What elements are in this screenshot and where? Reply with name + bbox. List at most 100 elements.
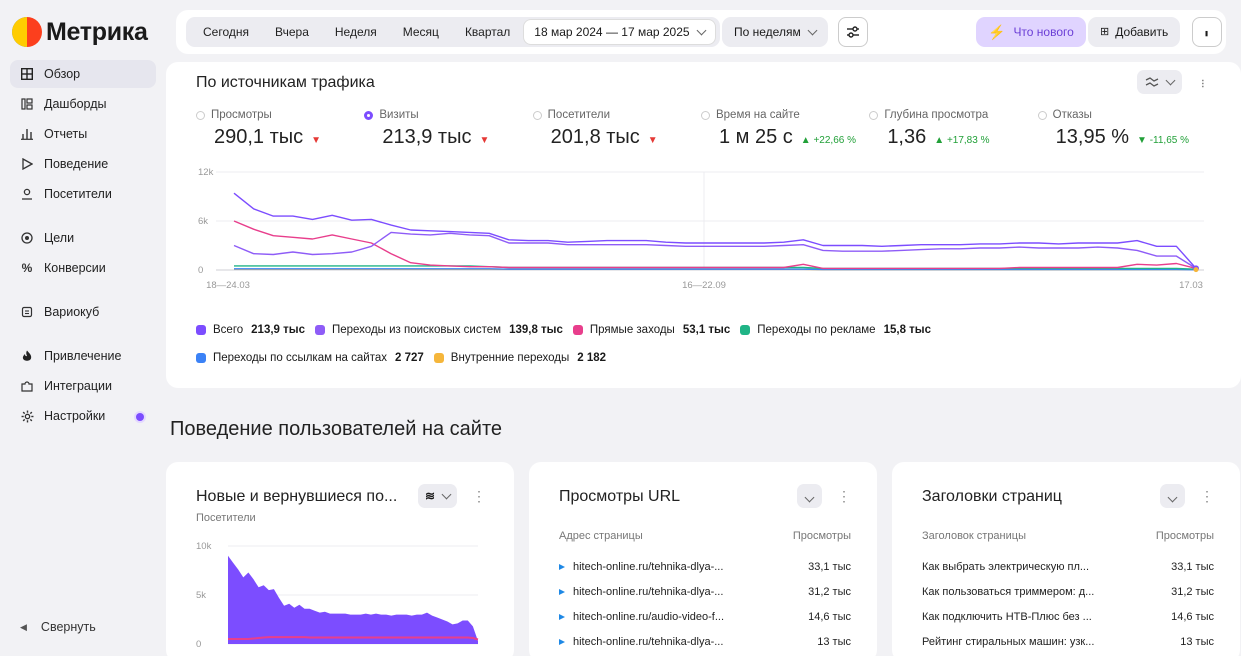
trend-down-good-delta: ▼ -11,65 %: [1137, 135, 1190, 146]
series-line[interactable]: [233, 192, 1197, 269]
sidebar-item-conversions[interactable]: % Конверсии: [10, 254, 156, 282]
chevron-down-icon: [804, 492, 815, 502]
chart-type-select[interactable]: [1137, 70, 1182, 94]
sidebar-item-dashboards[interactable]: Дашборды: [10, 90, 156, 118]
x-tick-label: 16—22.09: [682, 280, 726, 291]
series-line[interactable]: [233, 220, 1197, 270]
sidebar-item-label: Привлечение: [44, 349, 122, 363]
area-series[interactable]: [228, 555, 478, 644]
radio-button[interactable]: [196, 110, 205, 120]
table-row[interactable]: hitech-online.ru/tehnika-dlya-... 13 тыс: [559, 629, 851, 654]
metric-bounce-rate[interactable]: Отказы 13,95 % ▼ -11,65 %: [1037, 108, 1206, 149]
url-table: hitech-online.ru/tehnika-dlya-... 33,1 ты…: [559, 554, 851, 654]
metrics-row: Просмотры 290,1 тыс ▼ Визиты 213,9 тыс ▼ П…: [196, 108, 1206, 149]
sidebar-item-variocube[interactable]: Вариокуб: [10, 298, 156, 326]
sidebar-item-visitors[interactable]: Посетители: [10, 180, 156, 208]
traffic-legend: Всего 213,9 тыс Переходы из поисковых сис…: [196, 316, 1196, 372]
metric-visitors[interactable]: Посетители 201,8 тыс ▼: [532, 108, 701, 149]
table-row[interactable]: Рейтинг стиральных машин: узк... 13 тыс: [922, 635, 1214, 648]
radio-button-selected[interactable]: [364, 110, 374, 120]
expand-toggle[interactable]: [797, 484, 822, 508]
series-line[interactable]: [234, 268, 1197, 271]
traffic-card-tools: ···: [1137, 70, 1212, 94]
legend-item-internal[interactable]: Внутренние переходы 2 182: [433, 352, 606, 364]
kebab-icon[interactable]: ···: [1195, 77, 1212, 87]
metric-pageviews[interactable]: Просмотры 290,1 тыс ▼: [196, 108, 364, 149]
metric-value: 13,95 %: [1055, 126, 1130, 148]
table-row[interactable]: hitech-online.ru/tehnika-dlya-... 31,2 ты…: [559, 579, 851, 604]
kebab-icon[interactable]: ⋮: [1200, 488, 1214, 504]
y-tick-label: 6k: [198, 216, 208, 227]
play-icon: [559, 613, 565, 620]
trend-up-delta: ▲ +22,66 %: [800, 135, 857, 146]
grouping-select[interactable]: По неделям: [722, 17, 828, 47]
radio-button[interactable]: [532, 110, 542, 120]
sidebar-item-acquisition[interactable]: Привлечение: [10, 342, 156, 370]
y-tick-label: 0: [196, 639, 201, 650]
sidebar-item-label: Дашборды: [44, 97, 107, 111]
metric-time-on-site[interactable]: Время на сайте 1 м 25 с ▲ +22,66 %: [700, 108, 869, 149]
legend-item-search[interactable]: Переходы из поисковых систем 139,8 тыс: [314, 324, 563, 336]
table-row[interactable]: Как подключить НТВ-Плюс без ... 14,6 тыс: [922, 610, 1214, 623]
user-icon: [20, 187, 34, 201]
legend-item-links[interactable]: Переходы по ссылкам на сайтах 2 727: [196, 352, 424, 364]
whats-new-button[interactable]: ⚡ Что нового: [976, 17, 1086, 47]
period-month[interactable]: Месяц: [402, 25, 439, 39]
logo[interactable]: Метрика: [12, 14, 148, 50]
collapse-sidebar-button[interactable]: ◀ Свернуть: [20, 620, 96, 634]
radio-button[interactable]: [700, 110, 710, 120]
series-line[interactable]: [233, 231, 1197, 269]
y-tick-label: 5k: [196, 590, 206, 601]
bar-chart-icon: [20, 127, 34, 141]
metric-visits[interactable]: Визиты 213,9 тыс ▼: [364, 108, 532, 149]
series-end-point: [1193, 267, 1199, 273]
area-series-line[interactable]: [228, 636, 479, 641]
grouping-label: По неделям: [734, 25, 801, 39]
table-row[interactable]: hitech-online.ru/audio-video-f... 14,6 ты…: [559, 604, 851, 629]
page-titles-card: Заголовки страниц ⋮ Заголовок страницы П…: [892, 462, 1240, 656]
metric-depth[interactable]: Глубина просмотра 1,36 ▲ +17,83 %: [869, 108, 1037, 149]
filters-button[interactable]: [838, 17, 868, 47]
period-quarter[interactable]: Квартал: [464, 25, 511, 39]
sidebar-item-reports[interactable]: Отчеты: [10, 120, 156, 148]
period-selector: Сегодня Вчера Неделя Месяц Квартал 18 ма…: [186, 17, 720, 47]
play-icon: [559, 563, 565, 570]
metric-label: Отказы: [1052, 109, 1092, 121]
sidebar-item-integrations[interactable]: Интеграции: [10, 372, 156, 400]
metric-label: Посетители: [547, 109, 611, 121]
sidebar-item-overview[interactable]: Обзор: [10, 60, 156, 88]
table-row[interactable]: hitech-online.ru/tehnika-dlya-... 33,1 ты…: [559, 554, 851, 579]
table-header: Заголовок страницы Просмотры: [922, 530, 1214, 542]
sidebar-item-behavior[interactable]: Поведение: [10, 150, 156, 178]
sidebar-item-goals[interactable]: Цели: [10, 224, 156, 252]
trend-down-icon: ▼: [647, 135, 658, 146]
add-widget-button[interactable]: ⊞ Добавить: [1088, 17, 1181, 47]
traffic-line-chart: 12k 6k 018—24.03 16—22.09 17.03: [198, 167, 1204, 291]
chevron-down-icon: [1165, 75, 1176, 85]
radio-button[interactable]: [869, 110, 879, 120]
add-widget-icon: ⊞: [1100, 26, 1110, 38]
column-header: Заголовок страницы: [922, 530, 1026, 542]
legend-item-ads[interactable]: Переходы по рекламе 15,8 тыс: [740, 324, 931, 336]
expand-toggle[interactable]: [1160, 484, 1185, 508]
table-row[interactable]: Как выбрать электрическую пл... 33,1 тыс: [922, 560, 1214, 573]
chart-type-select[interactable]: ≋: [418, 484, 458, 508]
period-today[interactable]: Сегодня: [203, 25, 249, 39]
date-range-picker[interactable]: 18 мар 2024 — 17 мар 2025: [523, 19, 716, 45]
chevron-down-icon: [441, 489, 452, 499]
checkbox-icon: [196, 353, 206, 363]
traffic-card-title: По источникам трафика: [196, 74, 375, 91]
more-menu-button[interactable]: ···: [1192, 17, 1222, 47]
puzzle-icon: [20, 379, 34, 393]
legend-item-total[interactable]: Всего 213,9 тыс: [196, 324, 305, 336]
card-title: Просмотры URL: [559, 488, 681, 505]
new-returning-area-chart: 10k 5k 0: [196, 541, 479, 650]
legend-item-direct[interactable]: Прямые заходы 53,1 тыс: [572, 324, 730, 336]
kebab-icon[interactable]: ⋮: [472, 488, 486, 504]
period-week[interactable]: Неделя: [334, 25, 377, 39]
radio-button[interactable]: [1037, 110, 1047, 120]
sidebar-item-settings[interactable]: Настройки: [10, 402, 156, 430]
period-yesterday[interactable]: Вчера: [275, 25, 309, 39]
kebab-icon[interactable]: ⋮: [837, 488, 851, 504]
table-row[interactable]: Как пользоваться триммером: д... 31,2 тыс: [922, 585, 1214, 598]
